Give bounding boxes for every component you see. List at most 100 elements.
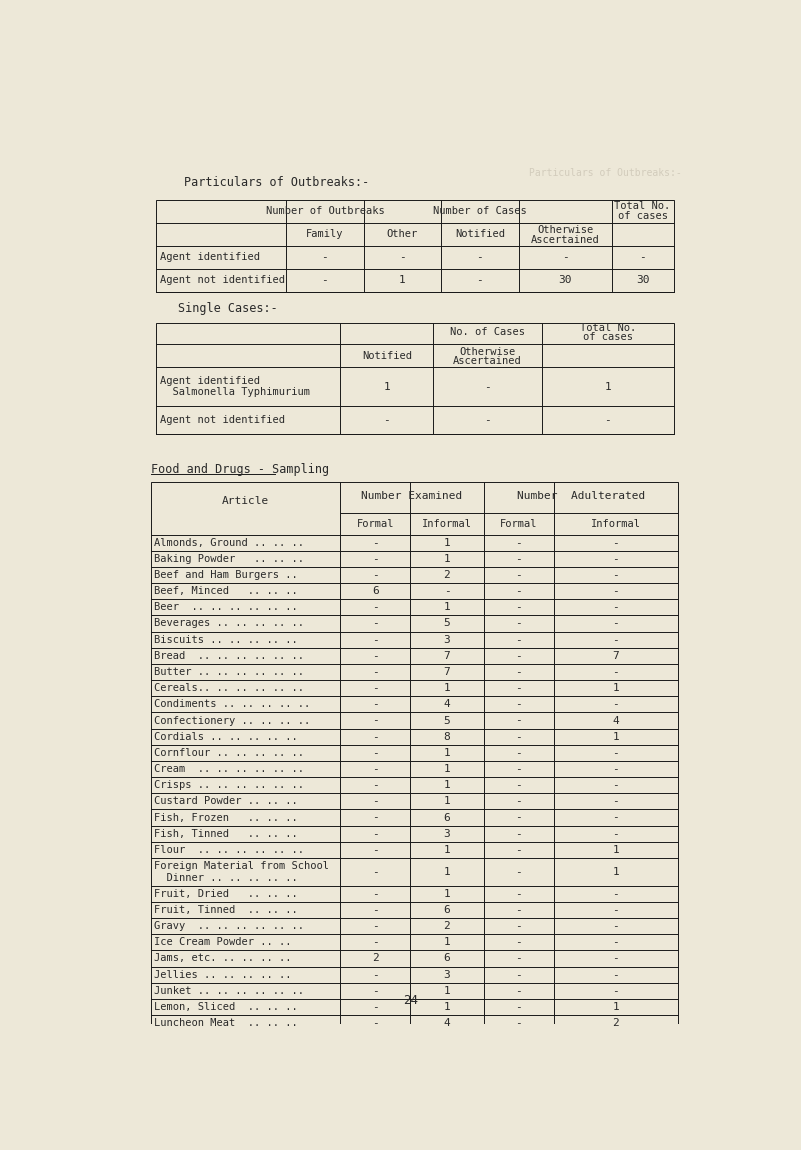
Text: -: - (372, 538, 379, 547)
Text: 1: 1 (444, 796, 450, 806)
Text: -: - (639, 252, 646, 262)
Text: 4: 4 (444, 699, 450, 710)
Text: 1: 1 (444, 748, 450, 758)
Text: -: - (515, 921, 522, 932)
Text: -: - (613, 570, 619, 580)
Text: Number of Outbreaks: Number of Outbreaks (265, 206, 384, 216)
Text: Beverages .. .. .. .. ..: Beverages .. .. .. .. .. (155, 619, 304, 629)
Text: 1: 1 (444, 780, 450, 790)
Text: Article: Article (222, 497, 269, 506)
Text: -: - (515, 619, 522, 629)
Text: Crisps .. .. .. .. .. ..: Crisps .. .. .. .. .. .. (155, 780, 304, 790)
Text: Notified: Notified (362, 351, 412, 361)
Text: Butter .. .. .. .. .. ..: Butter .. .. .. .. .. .. (155, 667, 304, 677)
Text: -: - (477, 276, 483, 285)
Text: of cases: of cases (618, 210, 667, 221)
Text: -: - (485, 382, 491, 392)
Text: Informal: Informal (591, 519, 641, 529)
Text: -: - (515, 796, 522, 806)
Text: 1: 1 (444, 937, 450, 948)
Text: -: - (613, 813, 619, 822)
Text: -: - (515, 667, 522, 677)
Text: 4: 4 (613, 715, 619, 726)
Text: -: - (372, 986, 379, 996)
Text: -: - (321, 276, 328, 285)
Text: Bread  .. .. .. .. .. ..: Bread .. .. .. .. .. .. (155, 651, 304, 661)
Text: -: - (515, 570, 522, 580)
Text: 1: 1 (444, 603, 450, 612)
Text: Family: Family (306, 229, 344, 239)
Text: Luncheon Meat  .. .. ..: Luncheon Meat .. .. .. (155, 1018, 298, 1028)
Text: -: - (515, 953, 522, 964)
Text: -: - (515, 538, 522, 547)
Text: -: - (372, 889, 379, 899)
Text: -: - (613, 969, 619, 980)
Text: 5: 5 (444, 619, 450, 629)
Text: Number Examined: Number Examined (361, 491, 463, 501)
Text: -: - (613, 796, 619, 806)
Text: Agent identified: Agent identified (160, 252, 260, 262)
Text: -: - (515, 813, 522, 822)
Text: Foreign Material from School: Foreign Material from School (155, 860, 329, 871)
Bar (151, 482, 678, 1032)
Text: -: - (515, 905, 522, 915)
Text: 8: 8 (444, 731, 450, 742)
Text: -: - (515, 780, 522, 790)
Text: 7: 7 (444, 651, 450, 661)
Text: Confectionery .. .. .. ..: Confectionery .. .. .. .. (155, 715, 311, 726)
Text: 1: 1 (444, 554, 450, 564)
Text: 2: 2 (444, 570, 450, 580)
Text: Number  Adulterated: Number Adulterated (517, 491, 645, 501)
Text: Agent not identified: Agent not identified (160, 415, 285, 426)
Text: 3: 3 (444, 969, 450, 980)
Text: -: - (613, 764, 619, 774)
Text: 1: 1 (444, 1002, 450, 1012)
Text: 1: 1 (444, 889, 450, 899)
Text: Formal: Formal (356, 519, 394, 529)
Text: -: - (515, 764, 522, 774)
Text: -: - (372, 683, 379, 693)
Text: -: - (477, 252, 483, 262)
Text: Beef and Ham Burgers ..: Beef and Ham Burgers .. (155, 570, 298, 580)
Text: -: - (613, 699, 619, 710)
Text: Condiments .. .. .. .. ..: Condiments .. .. .. .. .. (155, 699, 311, 710)
Text: -: - (372, 764, 379, 774)
Text: Number of Cases: Number of Cases (433, 206, 527, 216)
Text: -: - (372, 570, 379, 580)
Text: -: - (372, 921, 379, 932)
Text: 1: 1 (399, 276, 406, 285)
Text: -: - (372, 619, 379, 629)
Text: 24: 24 (403, 994, 417, 1007)
Text: -: - (515, 937, 522, 948)
Text: -: - (372, 796, 379, 806)
Text: -: - (515, 554, 522, 564)
Text: -: - (515, 715, 522, 726)
Text: -: - (372, 780, 379, 790)
Text: -: - (515, 1018, 522, 1028)
Text: -: - (372, 1002, 379, 1012)
Text: -: - (613, 780, 619, 790)
Text: Otherwise: Otherwise (460, 347, 516, 356)
Text: -: - (613, 748, 619, 758)
Text: Flour  .. .. .. .. .. ..: Flour .. .. .. .. .. .. (155, 845, 304, 854)
Text: 5: 5 (444, 715, 450, 726)
Text: 1: 1 (613, 683, 619, 693)
Text: -: - (384, 415, 390, 426)
Text: Notified: Notified (455, 229, 505, 239)
Text: 30: 30 (636, 276, 650, 285)
Text: -: - (372, 715, 379, 726)
Text: 1: 1 (613, 867, 619, 876)
Text: -: - (515, 1002, 522, 1012)
Text: 7: 7 (613, 651, 619, 661)
Text: No. of Cases: No. of Cases (450, 327, 525, 337)
Text: Agent identified: Agent identified (160, 376, 260, 386)
Text: Gravy  .. .. .. .. .. ..: Gravy .. .. .. .. .. .. (155, 921, 304, 932)
Text: 1: 1 (613, 731, 619, 742)
Text: 6: 6 (372, 586, 379, 596)
Text: Cereals.. .. .. .. .. ..: Cereals.. .. .. .. .. .. (155, 683, 304, 693)
Text: Total No.: Total No. (614, 201, 670, 210)
Text: Ice Cream Powder .. ..: Ice Cream Powder .. .. (155, 937, 292, 948)
Text: 1: 1 (444, 867, 450, 876)
Text: -: - (372, 603, 379, 612)
Text: -: - (444, 586, 450, 596)
